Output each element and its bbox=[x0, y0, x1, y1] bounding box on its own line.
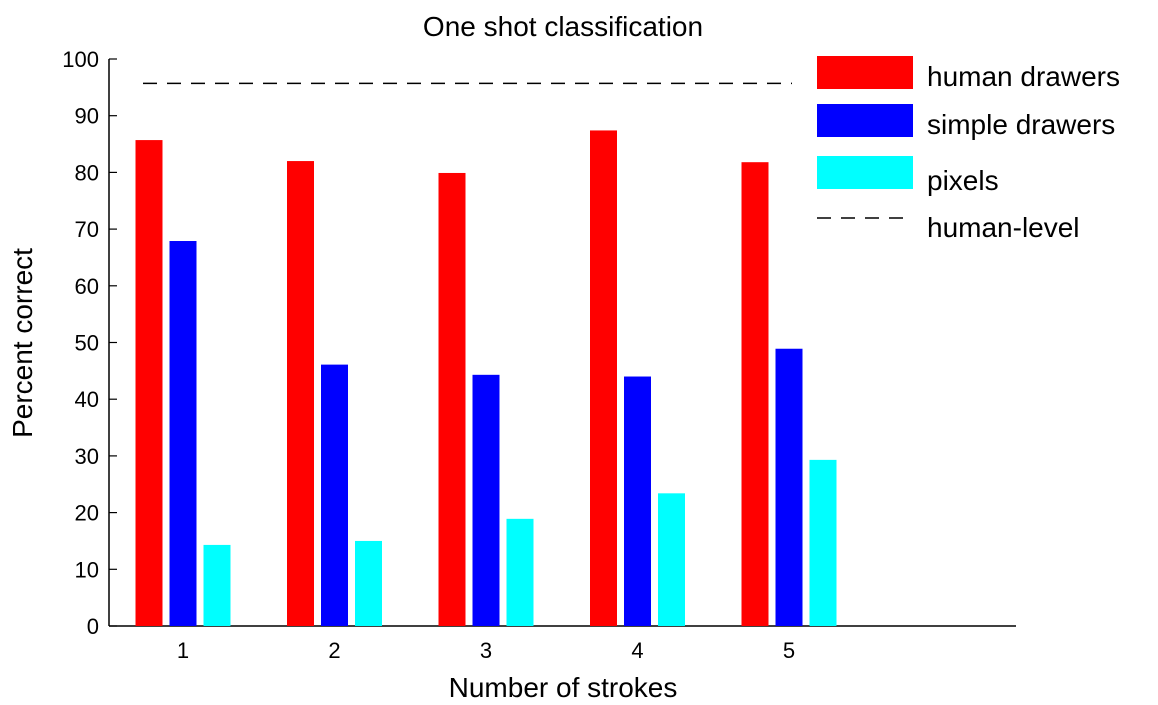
y-tick-label: 10 bbox=[75, 557, 99, 582]
y-tick-label: 80 bbox=[75, 160, 99, 185]
y-tick-label: 40 bbox=[75, 387, 99, 412]
x-tick-label: 3 bbox=[480, 638, 492, 663]
bar-pixels-1 bbox=[203, 544, 231, 626]
legend-label: human drawers bbox=[927, 61, 1120, 92]
bar-pixels-4 bbox=[658, 493, 685, 626]
y-tick-label: 30 bbox=[75, 444, 99, 469]
chart-title: One shot classification bbox=[423, 11, 703, 42]
y-tick-label: 60 bbox=[75, 274, 99, 299]
legend-label: simple drawers bbox=[927, 109, 1115, 140]
bar-human-drawers-5 bbox=[741, 162, 769, 626]
x-axis-label: Number of strokes bbox=[449, 672, 678, 703]
bar-simple-drawers-2 bbox=[321, 364, 348, 626]
legend-swatch-pixels bbox=[817, 156, 913, 189]
legend-swatch-human-drawers bbox=[817, 56, 913, 89]
y-tick-label: 100 bbox=[62, 47, 99, 72]
bar-pixels-5 bbox=[809, 459, 837, 626]
y-tick-label: 50 bbox=[75, 331, 99, 356]
bar-simple-drawers-3 bbox=[472, 374, 500, 626]
x-tick-label: 5 bbox=[783, 638, 795, 663]
y-axis-label: Percent correct bbox=[7, 248, 38, 438]
legend: human drawers simple drawers pixels human-l… bbox=[817, 56, 1120, 243]
bar-simple-drawers-4 bbox=[624, 376, 651, 626]
y-tick-label: 90 bbox=[75, 104, 99, 129]
bar-human-drawers-4 bbox=[590, 130, 617, 626]
y-tick-label: 20 bbox=[75, 501, 99, 526]
x-tick-label: 1 bbox=[177, 638, 189, 663]
legend-label: human-level bbox=[927, 212, 1080, 243]
axes: 0 10 20 30 40 50 60 70 80 90 100 1 2 3 4 5 bbox=[62, 47, 1016, 663]
bar-simple-drawers-1 bbox=[169, 241, 197, 626]
bar-pixels-2 bbox=[355, 540, 382, 626]
bar-simple-drawers-5 bbox=[775, 348, 803, 626]
x-tick-label: 4 bbox=[631, 638, 643, 663]
legend-label: pixels bbox=[927, 165, 999, 196]
x-tick-label: 2 bbox=[328, 638, 340, 663]
bar-human-drawers-1 bbox=[135, 140, 163, 626]
y-tick-label: 70 bbox=[75, 217, 99, 242]
bar-human-drawers-3 bbox=[438, 172, 466, 627]
y-tick-label: 0 bbox=[87, 614, 99, 639]
bar-human-drawers-2 bbox=[287, 161, 314, 626]
bar-pixels-3 bbox=[506, 518, 534, 626]
plot-area bbox=[135, 82, 837, 627]
legend-swatch-simple-drawers bbox=[817, 104, 913, 137]
